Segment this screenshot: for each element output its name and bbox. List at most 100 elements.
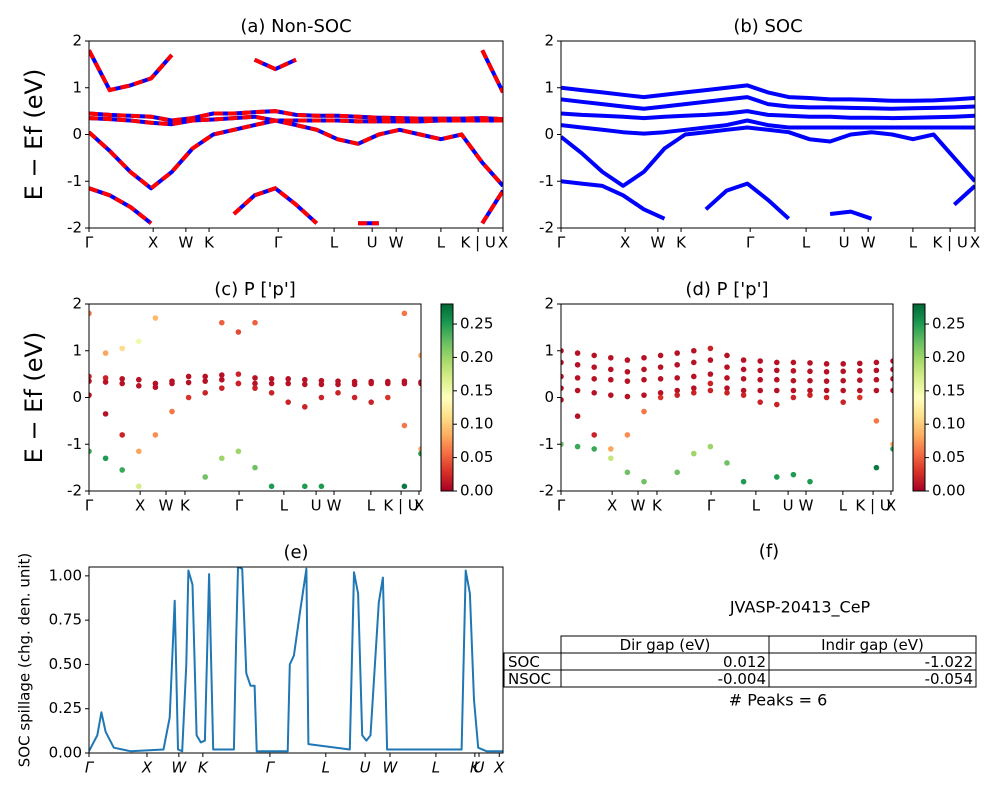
y-tick-label: -2: [67, 482, 82, 500]
projection-point: [790, 394, 797, 401]
projection-point: [740, 357, 747, 363]
projection-point: [119, 376, 125, 382]
y-tick-label: 2: [72, 295, 82, 313]
x-tick-label: Γ: [557, 234, 566, 252]
x-tick-label: K: [180, 497, 191, 515]
projection-point: [418, 352, 421, 359]
projection-point: [591, 446, 597, 452]
y-tick-label: 1.00: [49, 566, 82, 584]
projection-point: [807, 360, 813, 366]
cell-value: -1.022: [925, 653, 973, 671]
x-tick-label: X: [148, 234, 158, 252]
projection-point: [268, 376, 275, 382]
x-tick-label: K | U: [460, 234, 495, 252]
projection-point: [691, 385, 697, 391]
band-line: [89, 49, 503, 94]
projection-point: [823, 387, 830, 394]
projection-point: [724, 352, 730, 359]
projection-point: [890, 441, 893, 448]
x-tick-label: X: [493, 759, 505, 777]
colorbar: [440, 303, 454, 492]
projection-point: [219, 372, 225, 378]
colorbar-tick-label: 0.05: [932, 448, 965, 466]
projection-point: [102, 411, 109, 417]
colorbar-tick-label: 0.00: [932, 482, 965, 500]
y-axis-label: SOC spillage (chg. den. unit): [16, 553, 34, 768]
panel-title: (b) SOC: [733, 16, 802, 37]
projection-point: [119, 432, 125, 438]
projection-point: [574, 387, 581, 394]
projection-point: [136, 483, 142, 490]
projection-point: [591, 390, 597, 396]
x-tick-label: U: [783, 497, 794, 515]
colorbar: [912, 303, 926, 492]
projection-point: [418, 446, 421, 452]
x-tick-label: Γ: [557, 497, 566, 515]
y-tick-label: 1: [72, 341, 82, 359]
projection-point: [757, 399, 763, 405]
projection-point: [89, 392, 92, 398]
projection-point: [873, 359, 880, 366]
projection-point: [401, 422, 408, 429]
x-tick-label: L: [432, 759, 440, 777]
projection-point: [608, 392, 614, 398]
projection-point: [890, 358, 893, 364]
projection-point: [152, 384, 159, 391]
projection-point: [724, 460, 730, 466]
projection-point: [185, 394, 192, 401]
projection-point: [136, 448, 142, 455]
projection-point: [574, 350, 581, 356]
panel-title: (f): [759, 541, 779, 562]
x-tick-label: K | U: [383, 497, 418, 515]
table-cell: [768, 669, 977, 688]
projection-point: [219, 376, 225, 383]
plot-area: [89, 49, 503, 226]
projection-point: [823, 361, 830, 367]
colorbar-tick-label: 0.10: [460, 415, 493, 433]
projection-point: [707, 380, 714, 387]
projection-point: [202, 390, 208, 396]
projection-point: [268, 380, 275, 387]
projection-point: [857, 360, 863, 367]
band-line: [561, 125, 975, 188]
projection-point: [740, 392, 747, 398]
projection-point: [757, 367, 763, 374]
projection-point: [823, 378, 830, 384]
y-tick-label: -1: [67, 435, 82, 453]
projection-point: [302, 483, 308, 490]
projection-point: [591, 376, 597, 382]
peaks-note: # Peaks = 6: [729, 691, 828, 710]
projection-point: [807, 478, 813, 485]
colorbar-tick-label: 0.00: [460, 482, 493, 500]
projection-point: [657, 364, 664, 370]
cell-value: -0.004: [718, 670, 766, 688]
projection-point: [285, 399, 292, 405]
x-tick-label: W: [171, 759, 187, 777]
projection-point: [840, 377, 846, 384]
projection-point: [235, 329, 242, 335]
band-line: [561, 118, 975, 136]
x-tick-label: X: [135, 497, 145, 515]
projection-point: [707, 345, 714, 352]
projection-point: [857, 377, 863, 384]
plot-area: [89, 310, 421, 490]
projection-point: [774, 387, 780, 394]
projection-point: [707, 387, 714, 394]
column-header: Indir gap (eV): [821, 636, 924, 654]
projection-point: [740, 387, 747, 394]
x-tick-label: W: [650, 234, 665, 252]
projection-point: [136, 338, 142, 345]
projection-point: [318, 381, 325, 388]
column-header: Dir gap (eV): [620, 636, 711, 654]
row-label: SOC: [508, 653, 540, 671]
projection-point: [624, 432, 631, 438]
y-tick-label: -2: [67, 219, 82, 237]
projection-point: [674, 392, 680, 398]
projection-point: [268, 390, 275, 396]
projection-point: [119, 345, 125, 352]
projection-point: [691, 347, 697, 354]
colorbar-tick-label: 0.05: [460, 448, 493, 466]
projection-point: [641, 354, 647, 361]
cell-value: -0.054: [925, 670, 973, 688]
projection-point: [873, 418, 880, 424]
